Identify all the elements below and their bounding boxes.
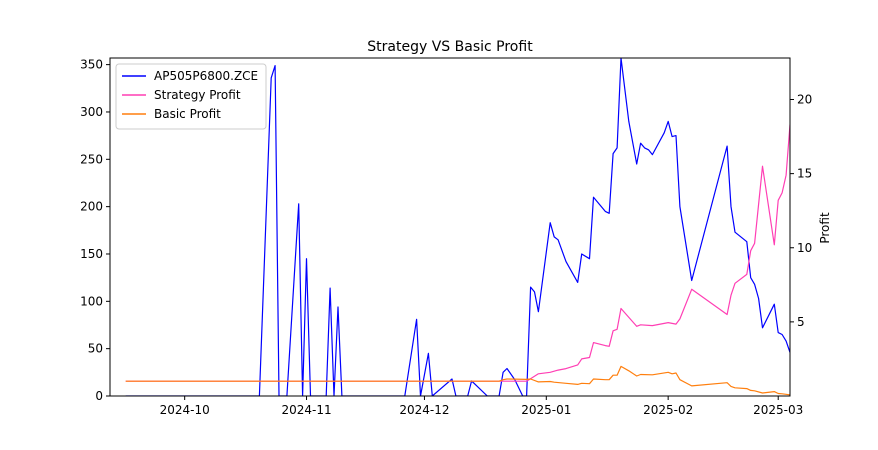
y-right-tick-label: 5 xyxy=(797,315,805,329)
legend-label-3: Basic Profit xyxy=(154,107,221,121)
chart-title: Strategy VS Basic Profit xyxy=(367,39,533,55)
right-axis-title: Profit xyxy=(818,212,832,244)
y-left-tick-label: 300 xyxy=(80,105,103,119)
series-line-1 xyxy=(125,58,790,396)
legend-box xyxy=(115,63,267,130)
y-left-tick-label: 150 xyxy=(80,247,103,261)
plot-area: 2024-10 2024-11 2024-12 2025-01 2025-02 2025-… xyxy=(80,57,812,417)
y-right-tick-label: 20 xyxy=(797,93,812,107)
y-left-tick-label: 200 xyxy=(80,200,103,214)
y-left-tick-label: 250 xyxy=(80,152,103,166)
x-tick-label: 2024-10 xyxy=(160,403,210,417)
x-tick-label: 2024-11 xyxy=(281,403,331,417)
y-left-tick-label: 50 xyxy=(88,342,103,356)
legend: AP505P6800.ZCE Strategy Profit Basic Profi… xyxy=(115,63,267,130)
y-left-tick-label: 100 xyxy=(80,294,103,308)
series-line-2 xyxy=(125,124,790,382)
x-tick-label: 2025-01 xyxy=(521,403,571,417)
x-tick-label: 2025-03 xyxy=(753,403,803,417)
y-left-tick-label: 350 xyxy=(80,58,103,72)
series-line-3 xyxy=(125,365,790,396)
plot-frame xyxy=(109,57,791,397)
x-tick-label: 2024-12 xyxy=(399,403,449,417)
x-tick-label: 2025-02 xyxy=(643,403,693,417)
y-right-tick-label: 10 xyxy=(797,241,812,255)
y-left-tick-label: 0 xyxy=(95,389,103,403)
y-right-tick-label: 15 xyxy=(797,167,812,181)
legend-label-1: AP505P6800.ZCE xyxy=(154,69,258,83)
legend-label-2: Strategy Profit xyxy=(154,88,241,102)
